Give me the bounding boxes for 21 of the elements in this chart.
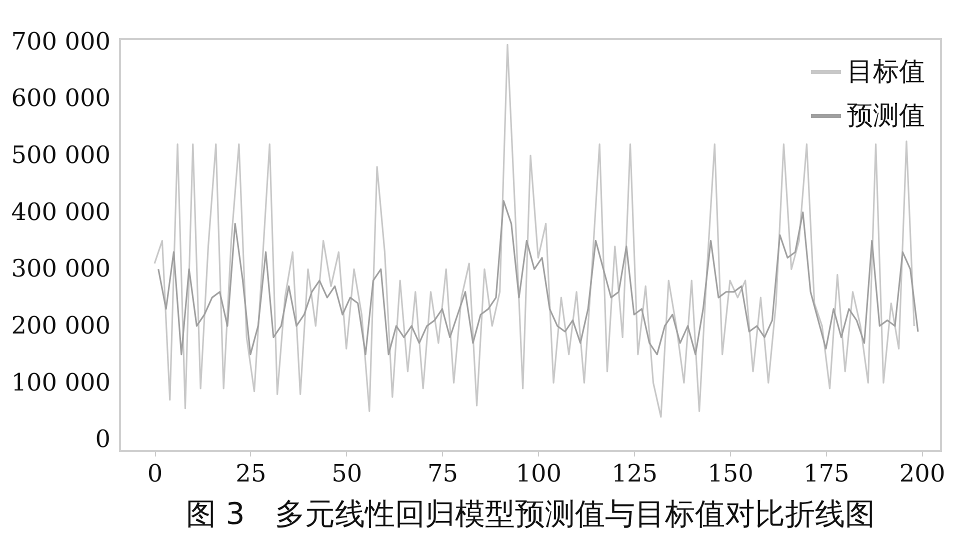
- x-tick-label: 50: [332, 460, 362, 488]
- y-tick-label: 700 000: [11, 27, 110, 56]
- x-tick-label: 0: [147, 460, 163, 488]
- y-tick-label: 600 000: [11, 84, 110, 112]
- x-tick-label: 25: [236, 460, 266, 488]
- legend-label: 目标值: [847, 57, 925, 87]
- text: 图 3 多元线性回归模型预测值与目标值对比折线图: [186, 497, 875, 532]
- y-tick-label: 400 000: [11, 198, 110, 226]
- y-tick-label: 500 000: [11, 140, 110, 169]
- y-tick-label: 200 000: [11, 311, 110, 340]
- x-tick-label: 100: [516, 460, 562, 488]
- x-tick-label: 125: [612, 460, 658, 488]
- y-tick-label: 0: [95, 425, 110, 454]
- legend-label: 预测值: [847, 101, 925, 131]
- x-tick-label: 200: [899, 460, 946, 488]
- x-tick-label: 75: [427, 460, 458, 488]
- y-tick-label: 100 000: [11, 368, 110, 396]
- x-tick-label: 175: [804, 460, 850, 488]
- line-series: [158, 200, 919, 356]
- x-tick-label: 150: [708, 460, 754, 488]
- y-tick-label: 300 000: [11, 254, 110, 283]
